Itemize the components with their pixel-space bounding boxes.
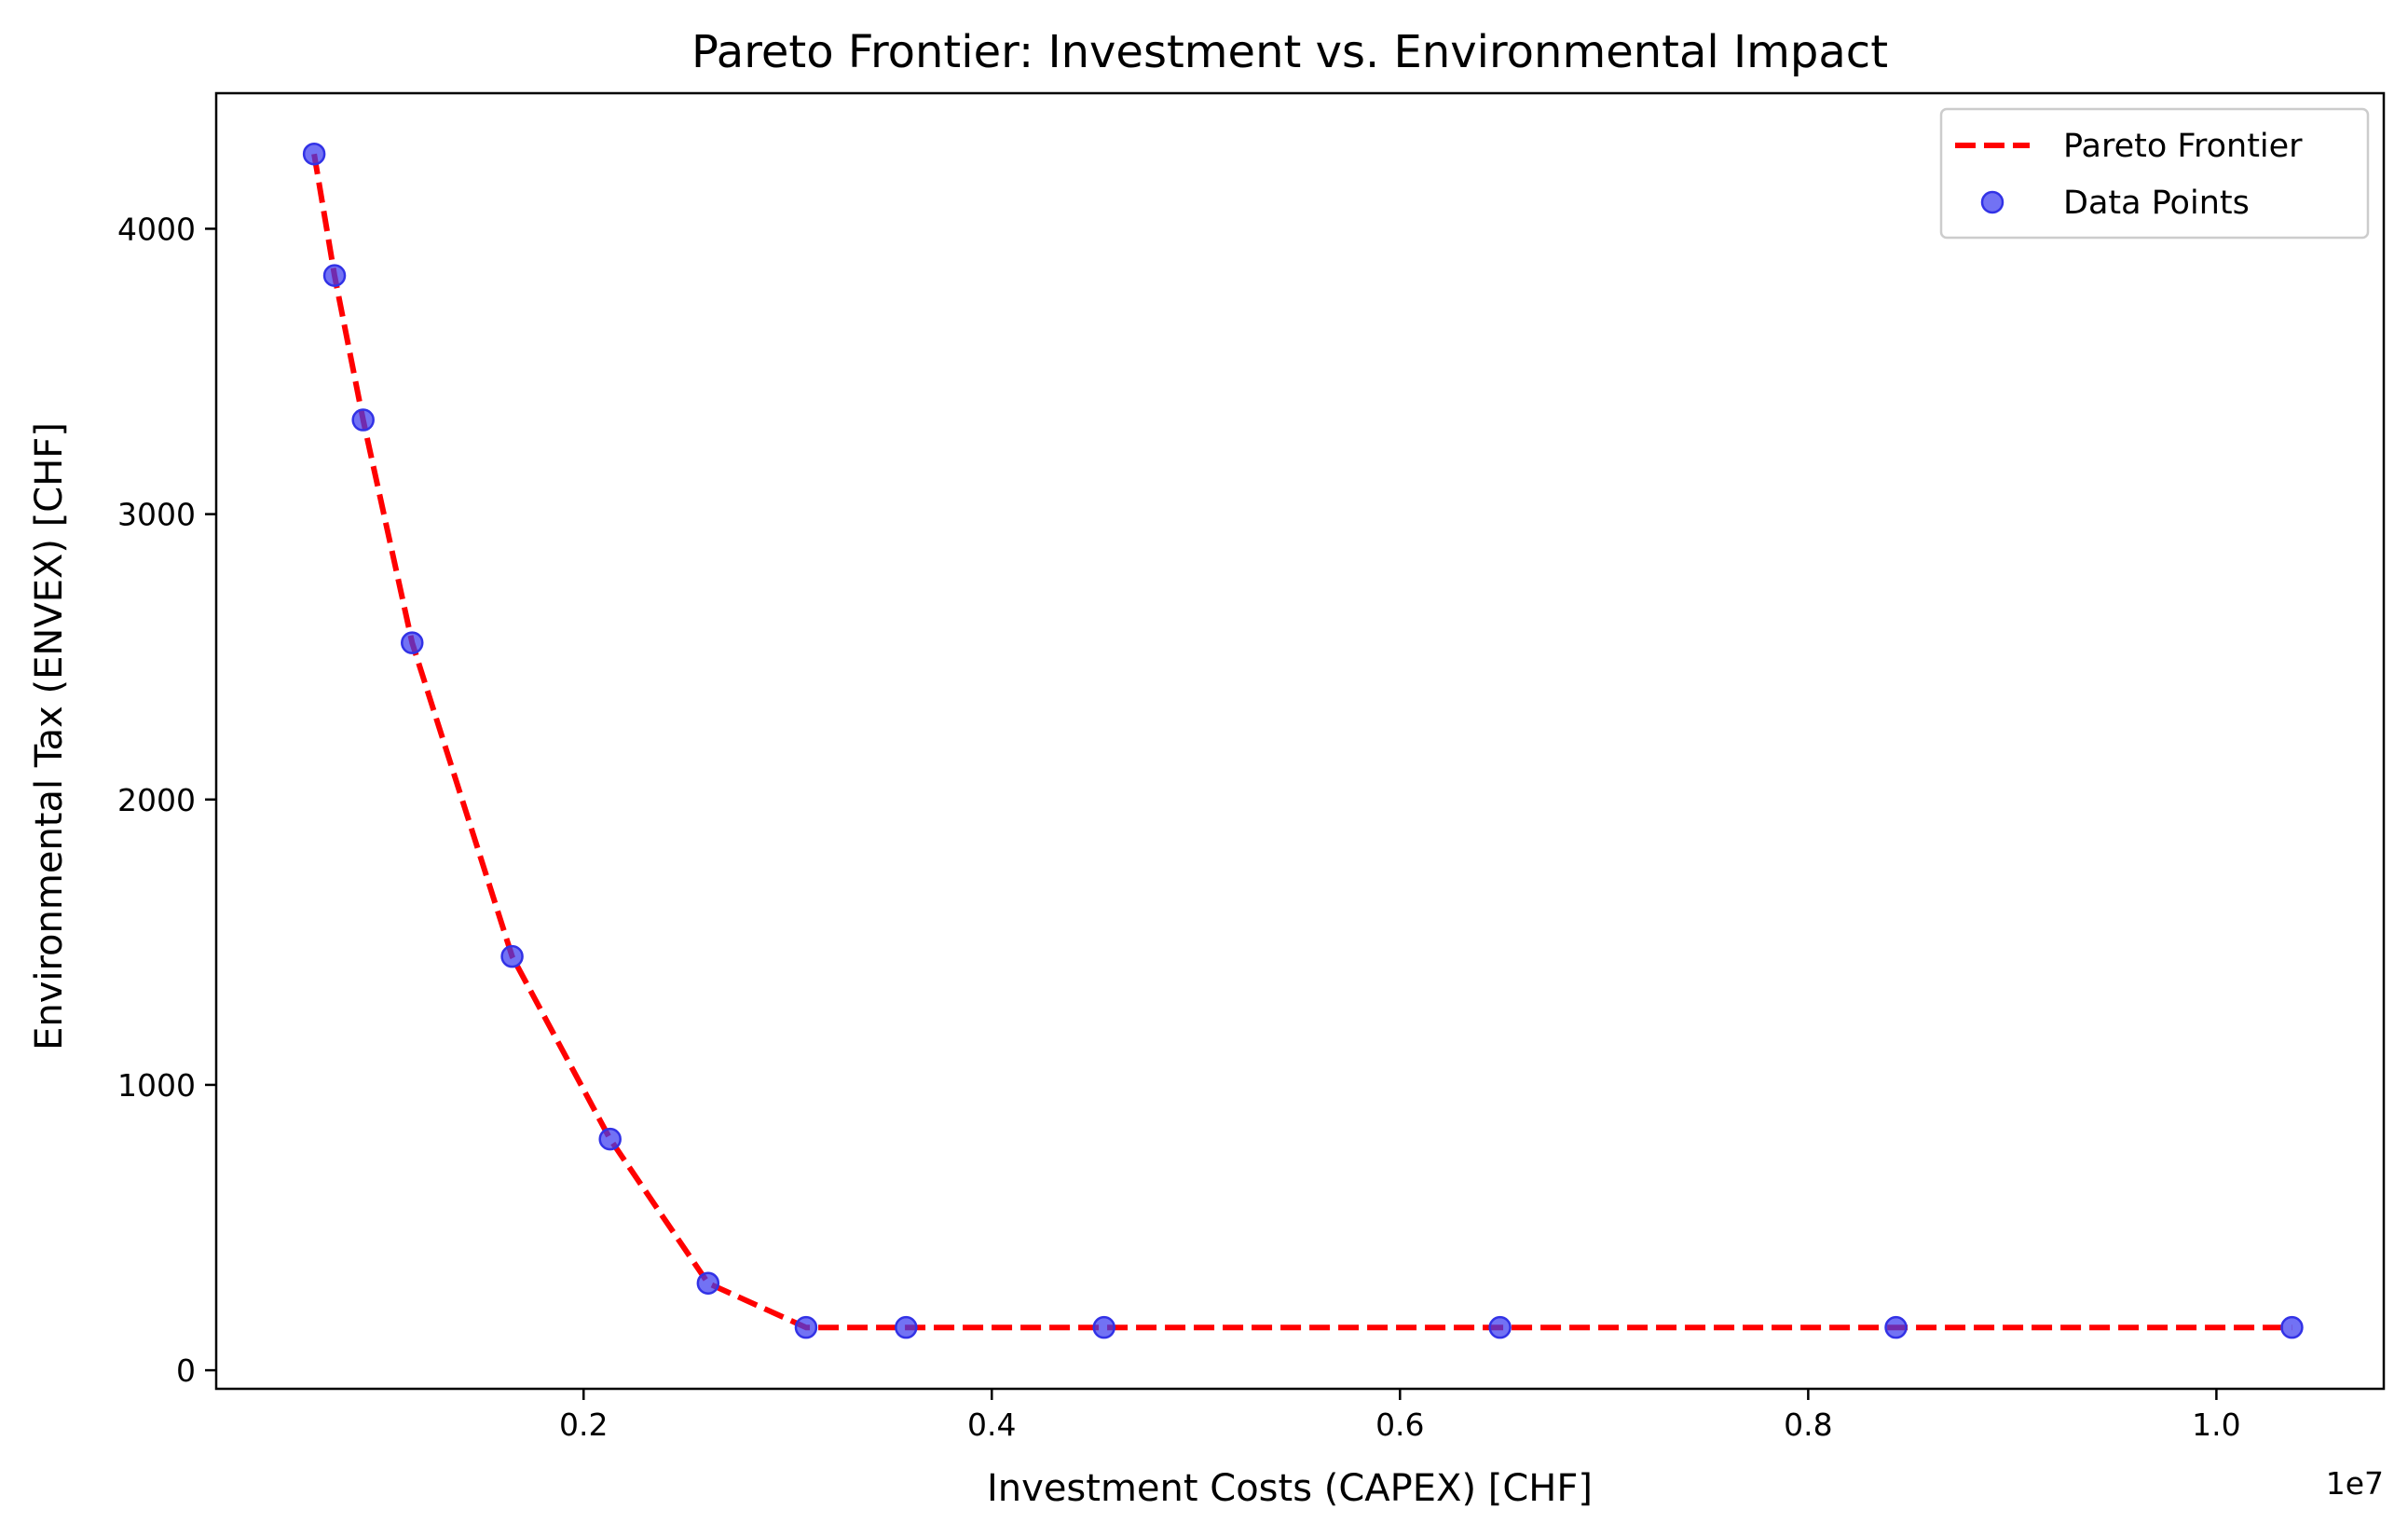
x-tick-label: 1.0 [2192,1407,2240,1443]
chart-title: Pareto Frontier: Investment vs. Environm… [691,26,1888,78]
data-point [2280,1315,2304,1339]
y-tick-label: 0 [176,1352,196,1389]
pareto-frontier-line [311,153,2292,1331]
x-tick-label: 0.8 [1784,1407,1832,1443]
data-point [696,1271,720,1295]
x-tick-label: 0.6 [1375,1407,1424,1443]
plot-frame [214,91,2386,1391]
data-point [351,408,375,432]
data-point [500,944,524,968]
legend-data-points-label: Data Points [2063,185,2250,222]
data-point [1092,1315,1115,1339]
legend-data-points-swatch [1980,190,2004,214]
data-point [302,142,326,166]
y-tick-label: 2000 [117,782,196,818]
data-point [794,1315,818,1339]
legend-box [1939,107,2370,240]
data-point [598,1127,622,1151]
x-axis-offset-label: 1e7 [2326,1465,2384,1502]
x-axis-label: Investment Costs (CAPEX) [CHF] [987,1467,1593,1510]
data-point [401,631,424,654]
data-point [1884,1315,1908,1339]
legend-pareto-label: Pareto Frontier [2063,128,2303,165]
x-tick-label: 0.4 [967,1407,1016,1443]
data-point [895,1315,918,1339]
plot-area [302,142,2304,1339]
x-tick-label: 0.2 [559,1407,608,1443]
y-axis-label: Environmental Tax (ENVEX) [CHF] [28,422,71,1050]
axes: 0.2 0.4 0.6 0.8 1.0 0 1000 2000 3000 4000 [117,91,2386,1443]
y-tick-label: 4000 [117,211,196,247]
y-tick-label: 1000 [117,1067,196,1104]
data-point [1488,1315,1512,1339]
legend: Pareto Frontier Data Points [1939,107,2370,240]
data-point [322,264,347,287]
y-tick-label: 3000 [117,497,196,533]
